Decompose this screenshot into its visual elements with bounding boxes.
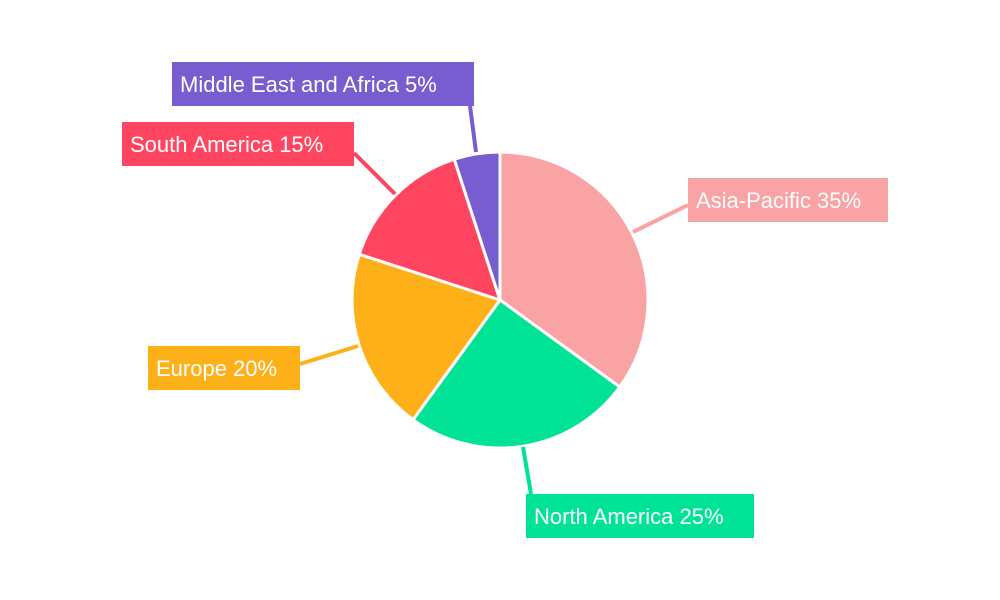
data-label-box <box>122 122 354 166</box>
leader-line <box>352 151 397 196</box>
pie-slice-asia-pacific[interactable] <box>498 150 650 389</box>
data-label: Middle East and Africa 5% <box>180 72 437 97</box>
pie-slice-middle-east-and-africa[interactable] <box>452 150 502 302</box>
pie-slice-north-america[interactable] <box>411 298 622 450</box>
pie-slice-europe[interactable] <box>350 252 502 422</box>
leader-line <box>299 344 359 366</box>
data-label-box <box>148 346 300 390</box>
leader-line <box>468 105 478 153</box>
leader-line <box>632 203 689 234</box>
data-label-box <box>688 178 888 222</box>
data-label: Asia-Pacific 35% <box>696 188 861 213</box>
data-label: North America 25% <box>534 504 724 529</box>
data-label-box <box>526 494 754 538</box>
leader-line <box>521 446 533 495</box>
data-label: Europe 20% <box>156 356 277 381</box>
data-label-box <box>172 62 474 106</box>
data-label: South America 15% <box>130 132 323 157</box>
